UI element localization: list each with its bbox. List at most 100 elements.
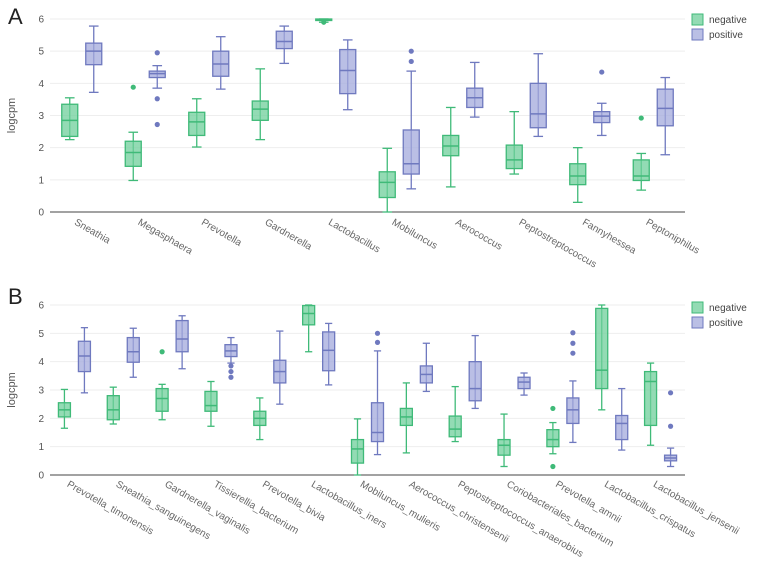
y-tick-label: 6 [38, 301, 44, 312]
box-iqr [448, 415, 462, 438]
outlier-point [154, 50, 160, 56]
y-tick-label: 2 [38, 143, 44, 154]
box-negative[interactable] [61, 97, 79, 141]
box-iqr [85, 42, 103, 66]
box-negative[interactable] [448, 385, 462, 443]
box-positive[interactable] [663, 390, 678, 468]
box-iqr [322, 331, 336, 372]
y-tick-label: 1 [38, 442, 44, 453]
box-positive[interactable] [517, 372, 531, 396]
box-iqr [378, 171, 396, 199]
x-tick-label: Gardnerella [263, 217, 314, 253]
box-iqr [595, 307, 609, 390]
outlier-point [667, 423, 674, 429]
box-positive[interactable] [656, 76, 674, 156]
y-tick-label: 3 [38, 386, 44, 397]
box-iqr [106, 395, 120, 421]
outlier-point [374, 330, 381, 336]
outlier-point [570, 350, 576, 356]
box-iqr [593, 110, 611, 124]
box-positive[interactable] [566, 330, 580, 444]
outlier-point [374, 339, 381, 345]
box-positive[interactable] [615, 387, 629, 451]
box-negative[interactable] [124, 84, 142, 182]
box-negative[interactable] [497, 413, 511, 468]
panel-letter: A [8, 4, 23, 29]
x-tick-label: Aerococcus [453, 217, 504, 253]
box-positive[interactable] [175, 315, 189, 370]
legend-label: negative [709, 303, 747, 314]
box-positive[interactable] [529, 53, 547, 138]
box-negative[interactable] [546, 405, 560, 470]
box-negative[interactable] [442, 106, 460, 188]
outlier-point [321, 19, 327, 25]
box-negative[interactable] [155, 349, 169, 421]
y-tick-label: 4 [38, 357, 44, 368]
box-positive[interactable] [339, 39, 357, 111]
x-tick-label: Lactobacillus_crispatus [602, 479, 697, 540]
box-positive[interactable] [212, 36, 230, 90]
x-tick-label: Tissierellia_bacterium [211, 479, 300, 537]
box-iqr [251, 100, 269, 121]
box-positive[interactable] [273, 330, 287, 405]
legend-swatch [691, 301, 704, 314]
box-positive[interactable] [126, 327, 140, 378]
box-iqr [155, 387, 169, 412]
box-negative[interactable] [57, 388, 72, 429]
y-tick-label: 6 [38, 15, 44, 26]
chart-panel-b: B0123456logcpmPrevotella_timonensisSneat… [6, 284, 747, 560]
box-iqr [656, 88, 674, 127]
box-iqr [126, 336, 140, 363]
box-negative[interactable] [188, 98, 206, 148]
box-positive[interactable] [85, 25, 103, 93]
box-positive[interactable] [370, 330, 385, 456]
y-axis-title: logcpm [6, 372, 18, 407]
y-tick-label: 0 [38, 471, 44, 482]
legend-swatch [691, 28, 704, 41]
box-negative[interactable] [251, 68, 269, 141]
box-iqr [350, 438, 365, 464]
box-negative[interactable] [315, 18, 333, 25]
box-negative[interactable] [643, 362, 658, 446]
box-positive[interactable] [402, 48, 420, 190]
box-negative[interactable] [569, 147, 587, 204]
box-negative[interactable] [595, 304, 609, 411]
x-tick-label: Sneathia [72, 217, 112, 246]
x-tick-label: Lactobacillus [326, 217, 382, 255]
legend-item-negative[interactable]: negative [691, 301, 747, 314]
legend-item-positive[interactable]: positive [691, 316, 743, 329]
box-iqr [566, 397, 580, 425]
y-tick-label: 5 [38, 47, 44, 58]
box-negative[interactable] [204, 380, 218, 427]
outlier-point [228, 363, 234, 369]
box-positive[interactable] [593, 69, 611, 137]
box-positive[interactable] [275, 25, 293, 65]
box-positive[interactable] [322, 322, 336, 386]
box-negative[interactable] [302, 304, 316, 353]
box-iqr [402, 129, 420, 175]
box-positive[interactable] [468, 334, 482, 410]
legend-item-negative[interactable]: negative [691, 13, 747, 26]
box-negative[interactable] [253, 397, 267, 441]
box-negative[interactable] [106, 386, 120, 425]
legend-item-positive[interactable]: positive [691, 28, 743, 41]
box-negative[interactable] [378, 147, 396, 213]
box-positive[interactable] [77, 327, 92, 394]
box-iqr [517, 376, 531, 390]
box-positive[interactable] [148, 50, 166, 128]
box-negative[interactable] [350, 418, 365, 476]
box-negative[interactable] [505, 110, 523, 175]
box-iqr [505, 144, 523, 170]
x-tick-label: Fannyhessea [580, 217, 638, 257]
box-positive[interactable] [224, 336, 238, 380]
box-iqr [632, 159, 650, 182]
box-negative[interactable] [399, 382, 413, 454]
legend-label: negative [709, 15, 747, 26]
box-negative[interactable] [632, 115, 650, 191]
outlier-point [599, 69, 605, 75]
x-tick-label: Mobiluncus_mulieris [358, 479, 442, 534]
box-positive[interactable] [466, 61, 484, 118]
box-positive[interactable] [419, 342, 433, 393]
x-tick-label: Lactobacillus_jensenii [651, 479, 741, 537]
box-iqr [124, 140, 142, 167]
